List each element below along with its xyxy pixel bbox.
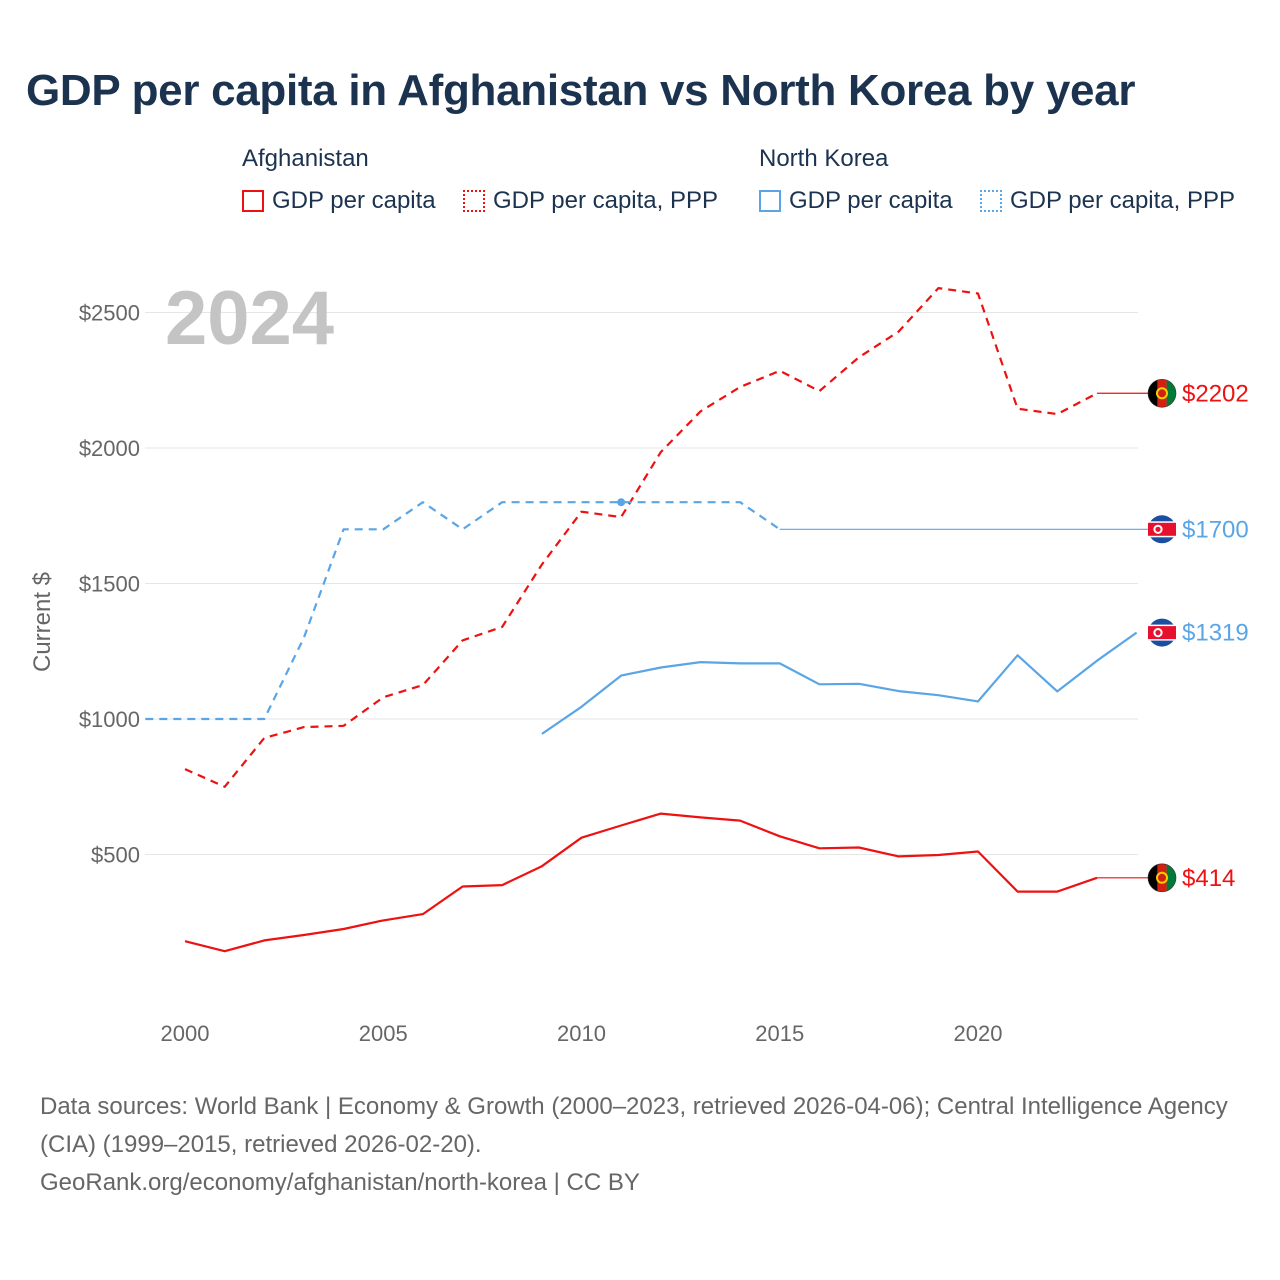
- x-axis: 2000 2005 2010 2015 2020: [161, 1021, 1003, 1046]
- afghanistan-flag-icon: [1147, 378, 1177, 408]
- flag-stripe-red: [1157, 863, 1167, 892]
- chart-title: GDP per capita in Afghanistan vs North K…: [26, 66, 1136, 115]
- x-tick-label: 2015: [755, 1021, 804, 1046]
- legend-label: GDP per capita: [272, 187, 436, 214]
- flag-border: [1147, 378, 1177, 408]
- legend-label: GDP per capita: [789, 187, 953, 214]
- series-line-north-korea-gdp-per-capita-ppp: [145, 501, 781, 721]
- y-tick-label: $2000: [79, 436, 140, 461]
- series-point-marker: [617, 498, 626, 507]
- afghanistan-flag-icon: [1147, 863, 1177, 893]
- legend-item-afghanistan-gdp[interactable]: GDP per capita: [242, 187, 436, 215]
- legend-swatch-solid-blue: [759, 190, 781, 212]
- end-value-label: $414: [1182, 865, 1235, 892]
- end-labels: $414 $2202 $1319 $1700: [1147, 378, 1249, 893]
- flag-stripes: [1148, 379, 1176, 408]
- legend-item-north-korea-gdp-ppp[interactable]: GDP per capita, PPP: [980, 187, 1235, 215]
- credit-link[interactable]: GeoRank.org/economy/afghanistan/north-ko…: [40, 1169, 640, 1196]
- data-sources: Data sources: World Bank | Economy & Gro…: [40, 1093, 1228, 1158]
- legend-label: GDP per capita, PPP: [1010, 187, 1235, 214]
- y-tick-label: $1000: [79, 707, 140, 732]
- flag-star: [1155, 526, 1161, 532]
- end-value-label: $2202: [1182, 380, 1249, 407]
- series-layer: [145, 287, 1148, 953]
- legend-item-north-korea-gdp[interactable]: GDP per capita: [759, 187, 953, 215]
- legend-swatch-solid-red: [242, 190, 264, 212]
- y-tick-label: $1500: [79, 572, 140, 597]
- flag-stripe-black: [1148, 863, 1158, 892]
- flag-star: [1155, 630, 1161, 636]
- flag-emblem: [1156, 871, 1168, 884]
- end-value-label: $1700: [1182, 516, 1249, 543]
- flag-border: [1147, 863, 1177, 893]
- line-chart: $500 $1000 $1500 $2000 $2500 2000 2005 2010 201…: [29, 276, 1249, 1046]
- flag-stripe-black: [1148, 379, 1158, 408]
- legend-group-north-korea-title: North Korea: [759, 145, 889, 172]
- year-watermark: 2024: [165, 276, 334, 361]
- legend-swatch-dotted-blue: [980, 190, 1002, 212]
- x-tick-label: 2005: [359, 1021, 408, 1046]
- y-axis-label: Current $: [29, 572, 56, 672]
- x-tick-label: 2000: [161, 1021, 210, 1046]
- flag-stripe-green: [1166, 863, 1176, 892]
- series-line-north-korea-gdp-per-capita: [541, 631, 1138, 735]
- y-tick-label: $2500: [79, 301, 140, 326]
- legend-swatch-dotted-red: [463, 190, 485, 212]
- north-korea-flag-icon: [1148, 515, 1176, 544]
- flag-stripe-green: [1166, 379, 1176, 408]
- series-line-afghanistan-gdp-per-capita-ppp: [184, 287, 1098, 788]
- flag-emblem: [1156, 387, 1168, 400]
- north-korea-flag-icon: [1148, 618, 1176, 647]
- flag-stripes: [1148, 863, 1176, 892]
- y-tick-label: $500: [91, 843, 140, 868]
- series-line-afghanistan-gdp-per-capita: [184, 812, 1098, 953]
- footer: Data sources: World Bank | Economy & Gro…: [40, 1088, 1250, 1202]
- flag-stripe-red: [1157, 379, 1167, 408]
- legend-item-afghanistan-gdp-ppp[interactable]: GDP per capita, PPP: [463, 187, 718, 215]
- y-axis: $500 $1000 $1500 $2000 $2500: [79, 301, 140, 868]
- legend-label: GDP per capita, PPP: [493, 187, 718, 214]
- grid-lines: [145, 312, 1138, 855]
- end-value-label: $1319: [1182, 620, 1249, 647]
- x-tick-label: 2020: [954, 1021, 1003, 1046]
- legend-group-afghanistan-title: Afghanistan: [242, 145, 369, 172]
- x-tick-label: 2010: [557, 1021, 606, 1046]
